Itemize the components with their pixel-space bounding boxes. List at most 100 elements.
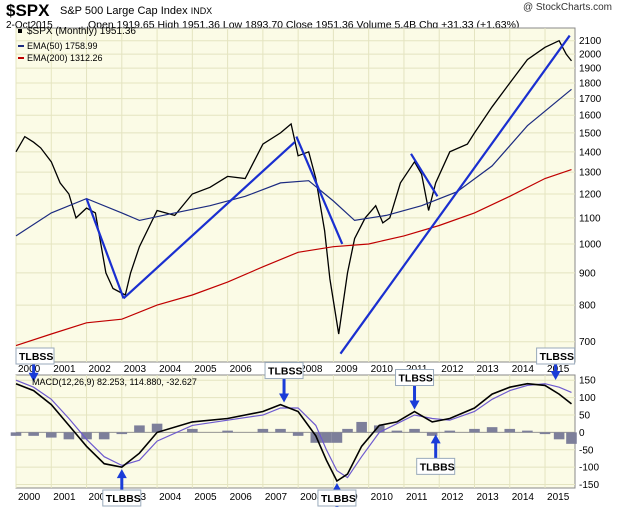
price-y-tick-label: 1500 bbox=[579, 128, 602, 139]
macd-y-tick-label: -150 bbox=[579, 480, 599, 491]
chart-name: S&P 500 Large Cap Index INDX bbox=[60, 5, 212, 17]
histogram-bar bbox=[81, 432, 92, 440]
price-y-tick-label: 1000 bbox=[579, 239, 602, 250]
macd-x-tick-label: 2001 bbox=[53, 492, 76, 503]
callout-box bbox=[317, 489, 357, 507]
callout-label: TLBBS bbox=[106, 493, 141, 505]
price-line bbox=[15, 39, 573, 335]
macd-x-tick-label: 2010 bbox=[371, 492, 394, 503]
macd-x-tick-label: 2004 bbox=[159, 492, 182, 503]
price-x-tick-label: 2003 bbox=[124, 364, 147, 375]
macd-x-tick-label: 2005 bbox=[194, 492, 217, 503]
callout-label: TLBBS bbox=[420, 461, 455, 473]
histogram-bar bbox=[391, 430, 403, 433]
macd-y-tick-label: 0 bbox=[579, 428, 585, 439]
macd-panel: -150 -100 -50 0 50 100 150 2000 2001 2002 2003 2004… bbox=[10, 347, 599, 507]
histogram-bar bbox=[292, 432, 304, 436]
price-y-tick-label: 1300 bbox=[579, 168, 602, 179]
price-x-tick-label: 2000 bbox=[18, 364, 41, 375]
callout-arrow-head bbox=[430, 434, 441, 444]
callout-box bbox=[102, 489, 142, 507]
macd-y-tick-label: 50 bbox=[579, 410, 591, 421]
callout-box bbox=[416, 457, 456, 475]
histogram-bar bbox=[426, 432, 438, 436]
histogram-bar bbox=[63, 432, 75, 440]
histogram-bar bbox=[28, 432, 39, 436]
price-y-tick-label: 800 bbox=[579, 301, 596, 312]
signal-line bbox=[15, 379, 572, 479]
callout-label: TLBSS bbox=[268, 366, 302, 378]
histogram-bar bbox=[486, 427, 498, 433]
price-y-tick-label: 900 bbox=[579, 268, 596, 279]
histogram-bar bbox=[321, 432, 332, 443]
histogram-bar bbox=[553, 432, 565, 440]
price-x-tick-label: 2004 bbox=[159, 364, 182, 375]
histogram-bar bbox=[10, 432, 22, 436]
trendline bbox=[339, 34, 571, 355]
histogram-bar bbox=[539, 432, 551, 435]
histogram-bar bbox=[116, 432, 128, 435]
histogram-bar bbox=[187, 428, 198, 433]
price-x-tick-label: 2010 bbox=[371, 364, 394, 375]
price-x-tick-label: 2006 bbox=[230, 364, 253, 375]
price-y-tick-label: 2100 bbox=[579, 36, 602, 47]
price-y-tick-label: 1900 bbox=[579, 64, 602, 75]
macd-x-tick-label: 2000 bbox=[18, 492, 41, 503]
macd-y-tick-label: 150 bbox=[579, 376, 596, 387]
callout-label: TLBSS bbox=[399, 373, 433, 385]
macd-x-tick-label: 2006 bbox=[230, 492, 253, 503]
histogram-bar bbox=[275, 428, 286, 433]
price-y-tick-label: 1100 bbox=[579, 213, 601, 224]
macd-x-tick-label: 2012 bbox=[441, 492, 464, 503]
price-panel: 700 800 900 1000 1100 1200 1300 1400 1500 1600 170… bbox=[15, 27, 602, 375]
price-x-tick-label: 2013 bbox=[476, 364, 499, 375]
callout-arrow-head bbox=[409, 400, 420, 410]
histogram-bar bbox=[409, 428, 420, 433]
macd-y-tick-label: -100 bbox=[579, 463, 599, 474]
macd-plot-area bbox=[15, 374, 576, 489]
trendline bbox=[410, 153, 439, 197]
legend-price-swatch bbox=[18, 29, 22, 33]
price-x-tick-label: 2008 bbox=[300, 364, 323, 375]
trendline bbox=[295, 136, 344, 245]
legend-ema200: EMA(200) 1312.26 bbox=[27, 53, 103, 63]
ema50-line bbox=[15, 88, 572, 237]
histogram-bar bbox=[151, 423, 163, 433]
callout-box bbox=[15, 347, 55, 365]
price-x-tick-label: 2005 bbox=[194, 364, 217, 375]
macd-line bbox=[15, 382, 572, 483]
callout-label: TLBBS bbox=[321, 493, 356, 505]
macd-x-tick-label: 2007 bbox=[265, 492, 288, 503]
price-y-tick-label: 1600 bbox=[579, 111, 602, 122]
macd-x-tick-label: 2013 bbox=[476, 492, 499, 503]
price-y-tick-label: 2000 bbox=[579, 50, 602, 61]
ema200-line bbox=[15, 169, 572, 347]
callout-arrow-head bbox=[550, 370, 561, 380]
watermark: @ StockCharts.com bbox=[522, 2, 612, 13]
macd-x-tick-label: 2008 bbox=[300, 492, 323, 503]
histogram-bar bbox=[45, 432, 57, 438]
histogram-bar bbox=[504, 428, 516, 433]
macd-x-tick-label: 2002 bbox=[89, 492, 112, 503]
histogram-bar bbox=[257, 428, 269, 433]
price-x-tick-label: 2001 bbox=[53, 364, 76, 375]
index-name: S&P 500 Large Cap Index bbox=[60, 5, 188, 17]
histogram-bar bbox=[566, 432, 577, 444]
callout-label: TLBSS bbox=[19, 351, 53, 363]
price-x-tick-label: 2015 bbox=[547, 364, 570, 375]
histogram-bar bbox=[98, 432, 110, 440]
legend-ema50: EMA(50) 1758.99 bbox=[27, 41, 98, 51]
histogram-bar bbox=[134, 425, 145, 433]
histogram-bar bbox=[222, 430, 233, 433]
price-x-tick-label: 2012 bbox=[441, 364, 464, 375]
price-x-tick-label: 2002 bbox=[89, 364, 112, 375]
histogram-bar bbox=[356, 421, 367, 433]
macd-y-tick-label: -50 bbox=[579, 445, 594, 456]
macd-x-tick-label: 2015 bbox=[547, 492, 570, 503]
callout-arrow-head bbox=[28, 372, 39, 382]
macd-x-tick-label: 2014 bbox=[512, 492, 535, 503]
legend-macd: MACD(12,26,9) 82.253, 114.880, -32.627 bbox=[32, 377, 197, 387]
histogram-bar bbox=[444, 430, 456, 433]
histogram-bar bbox=[373, 425, 385, 433]
exchange-code: INDX bbox=[190, 6, 213, 16]
